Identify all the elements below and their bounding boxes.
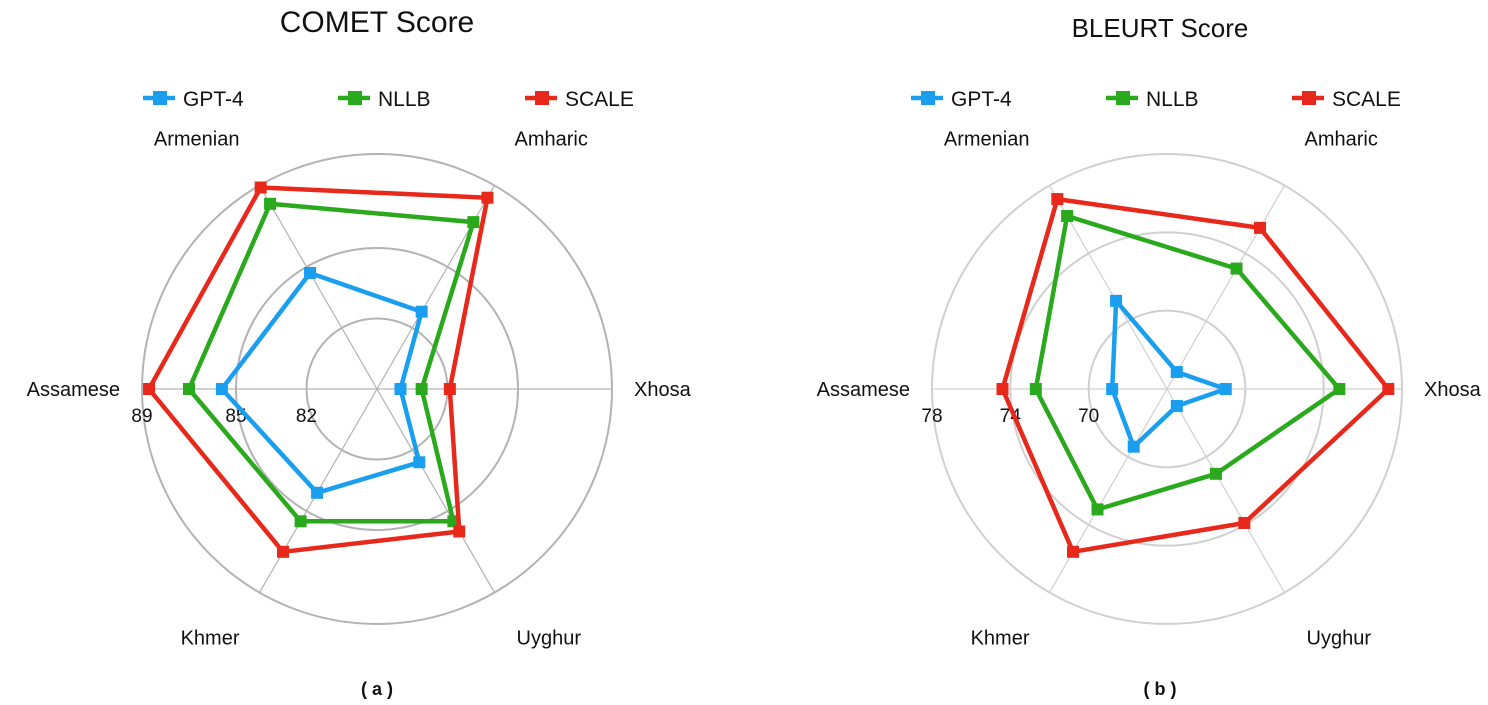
data-point-amharic: [467, 216, 480, 229]
series-line: [219, 270, 424, 496]
comet-radar-chart: COMET Score ( a ) Armenian Amharic Xhosa Uy…: [27, 6, 692, 699]
axis-label-amharic: Amharic: [1305, 128, 1378, 150]
data-point-amharic: [481, 191, 494, 204]
data-point-uyghur: [413, 456, 426, 469]
legend-swatch-marker: [153, 91, 167, 105]
legend: GPT-4 NLLB SCALE: [911, 88, 1401, 111]
data-point-armenian: [1051, 193, 1064, 206]
tick-label: 78: [921, 406, 942, 427]
legend-label: NLLB: [378, 88, 431, 111]
series-gpt-4: [1106, 294, 1232, 453]
data-point-amharic: [1254, 221, 1267, 234]
data-point-armenian: [254, 181, 267, 194]
data-point-amharic: [1170, 366, 1183, 379]
grid-spoke: [1166, 388, 1286, 593]
axis-label-khmer: Khmer: [971, 628, 1030, 650]
legend-swatch-marker: [1302, 91, 1316, 105]
axis-label-khmer: Khmer: [181, 628, 240, 650]
data-point-assamese: [215, 383, 228, 395]
chart-title: BLEURT Score: [1072, 13, 1249, 43]
legend-label: SCALE: [1332, 88, 1401, 111]
data-point-assamese: [1029, 383, 1042, 395]
legend-swatch-marker: [1116, 91, 1130, 105]
series-gpt-4: [215, 266, 428, 499]
data-point-xhosa: [1382, 383, 1395, 395]
legend-swatch-marker: [348, 91, 362, 105]
axis-label-assamese: Assamese: [817, 379, 910, 401]
grid-spoke: [1048, 388, 1168, 593]
data-point-khmer: [1091, 503, 1104, 516]
legend-item-nllb: NLLB: [338, 88, 431, 111]
series-scale: [143, 181, 494, 558]
tick-label: 70: [1078, 406, 1099, 427]
legend-item-scale: SCALE: [525, 88, 634, 111]
data-point-xhosa: [394, 383, 407, 395]
axis-label-uyghur: Uyghur: [517, 628, 582, 650]
legend-item-gpt-4: GPT-4: [911, 88, 1012, 111]
data-point-xhosa: [1219, 383, 1232, 395]
data-point-assamese: [183, 383, 195, 395]
axis-label-assamese: Assamese: [27, 379, 120, 401]
grid-spoke: [1166, 185, 1286, 390]
series-nllb: [1029, 210, 1346, 516]
radar-grid: [141, 153, 613, 625]
data-point-uyghur: [453, 525, 466, 538]
data-point-uyghur: [1238, 516, 1251, 529]
axis-label-xhosa: Xhosa: [634, 379, 692, 401]
data-point-amharic: [1230, 262, 1243, 275]
data-point-xhosa: [443, 383, 456, 395]
chart-title: COMET Score: [280, 6, 475, 39]
axis-label-xhosa: Xhosa: [1424, 379, 1482, 401]
data-point-armenian: [1110, 294, 1123, 307]
bleurt-radar-chart: BLEURT Score ( b ) Armenian Amharic Xhosa U…: [817, 13, 1482, 699]
data-point-xhosa: [1333, 383, 1346, 395]
tick-label: 89: [131, 406, 152, 427]
data-point-khmer: [294, 515, 307, 528]
legend-swatch-marker: [535, 91, 549, 105]
data-point-khmer: [311, 486, 324, 499]
legend-label: SCALE: [565, 88, 634, 111]
radar-grid: [931, 153, 1403, 625]
chart-caption: ( a ): [361, 679, 393, 699]
legend-label: GPT-4: [951, 88, 1012, 111]
grid-spoke: [258, 185, 378, 390]
legend-item-scale: SCALE: [1292, 88, 1401, 111]
tick-label: 82: [296, 406, 317, 427]
data-point-uyghur: [1170, 399, 1183, 412]
series-nllb: [183, 197, 480, 528]
series-line: [186, 201, 476, 524]
data-point-assamese: [143, 383, 156, 395]
axis-label-uyghur: Uyghur: [1307, 628, 1372, 650]
data-point-armenian: [304, 266, 317, 279]
legend-label: GPT-4: [183, 88, 244, 111]
legend-item-nllb: NLLB: [1106, 88, 1199, 111]
data-point-armenian: [1061, 210, 1074, 223]
legend-item-gpt-4: GPT-4: [143, 88, 244, 111]
grid-spoke: [376, 388, 496, 593]
data-point-khmer: [277, 545, 289, 558]
data-point-xhosa: [415, 383, 428, 395]
legend: GPT-4 NLLB SCALE: [143, 88, 634, 111]
data-point-khmer: [1067, 545, 1079, 558]
axis-label-amharic: Amharic: [515, 128, 588, 150]
axis-label-armenian: Armenian: [944, 128, 1030, 150]
data-point-khmer: [1127, 440, 1140, 453]
chart-caption: ( b ): [1144, 679, 1177, 699]
data-point-assamese: [1106, 383, 1119, 395]
data-point-amharic: [415, 305, 428, 318]
series-scale: [996, 193, 1395, 558]
axis-label-armenian: Armenian: [154, 128, 240, 150]
data-point-assamese: [996, 383, 1009, 395]
legend-swatch-marker: [921, 91, 935, 105]
data-point-uyghur: [1209, 467, 1222, 480]
data-point-armenian: [264, 197, 277, 210]
legend-label: NLLB: [1146, 88, 1199, 111]
